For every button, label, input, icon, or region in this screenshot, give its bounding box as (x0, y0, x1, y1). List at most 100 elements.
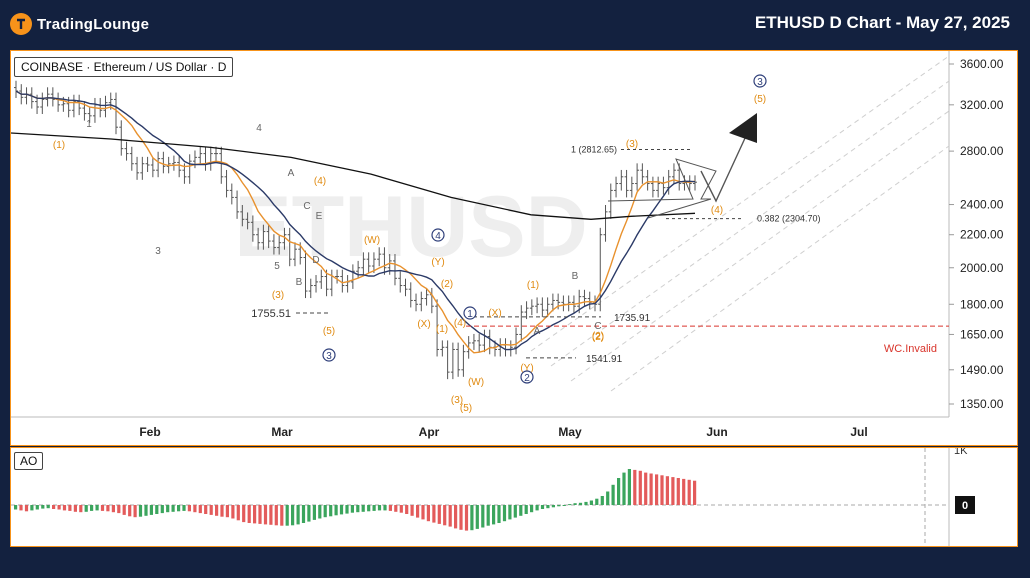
candle (250, 215, 255, 242)
candle (235, 190, 240, 219)
y-tick-label: 1350.00 (960, 397, 1004, 411)
ao-bar (187, 505, 191, 512)
candle (345, 275, 350, 293)
wave-label: 1 (86, 119, 92, 130)
ao-bar (530, 505, 534, 513)
ao-bar (258, 505, 262, 524)
candle (471, 333, 476, 350)
candle (487, 329, 492, 355)
candle (171, 155, 176, 171)
candle (382, 247, 387, 275)
ao-bar (73, 505, 77, 512)
ao-bar (361, 505, 365, 512)
ao-bar (334, 505, 338, 516)
wave-label: (2) (592, 331, 604, 342)
ao-chart[interactable]: 1K 0 (11, 445, 1017, 546)
ao-bar (671, 477, 675, 505)
candle (424, 287, 429, 306)
wave-label: (3) (451, 395, 463, 406)
price-chart-panel[interactable]: ETHUSD 1755.51 1735.91 1541.91 1 (2812.65) 0… (10, 50, 1018, 446)
ao-bar (30, 505, 34, 511)
wave-circle (322, 348, 336, 362)
ao-bar (215, 505, 219, 516)
candle (56, 92, 61, 112)
ao-bar (524, 505, 528, 514)
wave-label: D (312, 255, 319, 266)
wave-circle (431, 228, 445, 242)
candle (640, 163, 645, 184)
candle (261, 224, 266, 250)
candle (445, 340, 450, 380)
x-tick-label: Feb (139, 425, 160, 439)
ao-bar (448, 505, 452, 527)
candle (271, 234, 276, 255)
ao-bar (372, 505, 376, 511)
symbol-label[interactable]: COINBASE · Ethereum / US Dollar · D (14, 57, 234, 77)
candle (124, 141, 129, 161)
ao-bar (535, 505, 539, 511)
candle (603, 204, 608, 242)
candle (693, 175, 697, 191)
ao-bar (339, 505, 344, 515)
ao-bar (209, 505, 213, 515)
ao-bar (90, 505, 94, 511)
ao-label[interactable]: AO (14, 452, 44, 470)
wave-label: 3 (326, 351, 332, 362)
ao-bar (644, 472, 648, 505)
channel-line (610, 145, 950, 392)
ao-bar (383, 505, 387, 511)
wave-label: (X) (417, 319, 430, 330)
candle (198, 146, 203, 165)
ao-bar (138, 505, 143, 517)
x-tick-label: May (558, 425, 582, 439)
candle (392, 254, 397, 286)
wave-label: (Y) (431, 257, 444, 268)
price-chart[interactable]: ETHUSD 1755.51 1735.91 1541.91 1 (2812.65) 0… (10, 51, 1017, 445)
ao-bar (432, 505, 436, 523)
candle (429, 287, 434, 314)
ao-bar (492, 505, 496, 525)
candle (335, 269, 340, 284)
candle (350, 264, 355, 289)
wave-label: (W) (468, 377, 484, 388)
wave-label: 4 (435, 231, 441, 242)
wave-circle (520, 370, 534, 384)
candle (114, 92, 119, 135)
candle (77, 94, 82, 116)
candle (645, 169, 650, 191)
ao-bar (236, 505, 240, 521)
wave-label: C (594, 321, 601, 332)
ao-bar (638, 470, 642, 505)
candle (461, 344, 466, 377)
wave-label: (5) (754, 94, 766, 105)
candle (524, 301, 529, 320)
wave-label: 3 (757, 77, 763, 88)
level-label: 1735.91 (614, 313, 651, 324)
ao-bar (111, 505, 115, 513)
ao-bar (454, 505, 458, 529)
wave-label: (W) (364, 235, 380, 246)
candle (245, 212, 250, 230)
ma-orange (15, 90, 696, 354)
ao-bar (242, 505, 246, 523)
ao-indicator-panel[interactable]: 1K 0 (10, 445, 1018, 547)
y-tick-label: 1800.00 (960, 297, 1004, 311)
ao-bar (481, 505, 485, 528)
ao-bar (676, 478, 680, 505)
candle (219, 146, 224, 184)
wave-label: (3) (272, 290, 284, 301)
brand-logo[interactable]: TradingLounge (10, 12, 149, 36)
wave-label: 1 (467, 309, 473, 320)
ao-bar (660, 475, 664, 505)
x-tick-label: Jul (850, 425, 867, 439)
candle (224, 169, 229, 198)
ao-bar (633, 469, 637, 505)
y-tick-label: 2400.00 (960, 198, 1004, 212)
candle (45, 87, 50, 107)
channel-line (570, 110, 950, 382)
ao-bar (617, 478, 621, 505)
level-label: 1 (2812.65) (571, 145, 617, 155)
ao-bar (611, 484, 615, 506)
y-tick-label: 1490.00 (960, 363, 1004, 377)
ao-bar (46, 505, 50, 509)
